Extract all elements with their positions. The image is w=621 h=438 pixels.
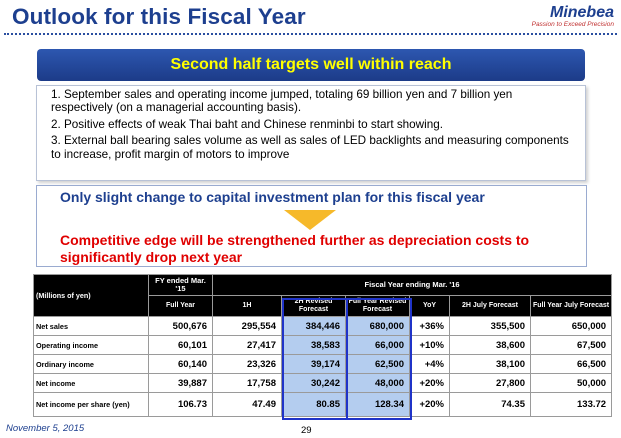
row-label: Ordinary income <box>33 354 149 374</box>
slide-title: Outlook for this Fiscal Year <box>12 4 306 29</box>
capex-statement: Only slight change to capital investment… <box>60 189 485 205</box>
table-cell: +10% <box>409 335 450 355</box>
logo-tagline: Passion to Exceed Precision <box>531 21 614 28</box>
table-cell: 500,676 <box>148 316 213 336</box>
table-cell: +36% <box>409 316 450 336</box>
row-label: Net income <box>33 373 149 393</box>
table-cell: +20% <box>409 392 450 417</box>
title-divider <box>4 33 617 35</box>
key-point-2: 2. Positive effects of weak Thai baht an… <box>51 117 443 131</box>
table-cell: 47.49 <box>212 392 282 417</box>
table-cell: 23,326 <box>212 354 282 374</box>
depreciation-statement: Competitive edge will be strengthened fu… <box>60 232 530 265</box>
table-cell: 66,500 <box>529 354 613 374</box>
column-header: Full Year <box>148 295 213 317</box>
column-header: Full Year July Forecast <box>529 295 613 317</box>
column-header: 1H <box>212 295 282 317</box>
column-header: 2H Revised Forecast <box>281 295 346 317</box>
unit-label: (Millions of yen) <box>33 274 149 317</box>
footer-date: November 5, 2015 <box>6 423 85 434</box>
column-header: Full Year Revised Forecast <box>345 295 410 317</box>
table-cell: 355,500 <box>449 316 531 336</box>
row-label: Net income per share (yen) <box>33 392 149 417</box>
table-row: Net income 39,887 17,758 30,242 48,000 +… <box>33 373 613 393</box>
table-cell: 128.34 <box>345 392 410 417</box>
table-cell: 650,000 <box>529 316 613 336</box>
table-cell: +4% <box>409 354 450 374</box>
financial-table: (Millions of yen) FY ended Mar. '15 Fisc… <box>33 274 613 417</box>
row-label: Operating income <box>33 335 149 355</box>
table-cell: 27,800 <box>449 373 531 393</box>
current-period-header: Fiscal Year ending Mar. '16 <box>211 274 613 296</box>
down-triangle-icon <box>284 210 336 230</box>
table-cell: 67,500 <box>529 335 613 355</box>
page-number: 29 <box>301 425 312 436</box>
prior-period-header: FY ended Mar. '15 <box>148 274 213 296</box>
capex-box: Only slight change to capital investment… <box>36 185 587 267</box>
table-cell: 62,500 <box>345 354 410 374</box>
table-cell: 38,583 <box>281 335 346 355</box>
table-row: Ordinary income 60,140 23,326 39,174 62,… <box>33 354 613 374</box>
table-cell: 50,000 <box>529 373 613 393</box>
table-cell: 39,887 <box>148 373 213 393</box>
table-cell: 133.72 <box>529 392 613 417</box>
table-cell: 384,446 <box>281 316 346 336</box>
table-cell: 60,140 <box>148 354 213 374</box>
table-cell: 39,174 <box>281 354 346 374</box>
table-cell: 17,758 <box>212 373 282 393</box>
table-cell: 680,000 <box>345 316 410 336</box>
table-row: Operating income 60,101 27,417 38,583 66… <box>33 335 613 355</box>
row-label: Net sales <box>33 316 149 336</box>
table-row: Net sales 500,676 295,554 384,446 680,00… <box>33 316 613 336</box>
table-cell: 60,101 <box>148 335 213 355</box>
table-cell: 38,100 <box>449 354 531 374</box>
key-points-box: 1. September sales and operating income … <box>36 85 586 181</box>
table-cell: 80.85 <box>281 392 346 417</box>
logo-name: Minebea <box>549 4 614 21</box>
company-logo: Minebea Passion to Exceed Precision <box>514 5 614 29</box>
table-cell: +20% <box>409 373 450 393</box>
table-cell: 27,417 <box>212 335 282 355</box>
key-point-3: 3. External ball bearing sales volume as… <box>51 134 569 161</box>
table-cell: 106.73 <box>148 392 213 417</box>
table-cell: 38,600 <box>449 335 531 355</box>
table-cell: 30,242 <box>281 373 346 393</box>
column-header: 2H July Forecast <box>449 295 531 317</box>
table-cell: 74.35 <box>449 392 531 417</box>
table-cell: 48,000 <box>345 373 410 393</box>
headline-banner: Second half targets well within reach <box>37 49 585 81</box>
table-cell: 295,554 <box>212 316 282 336</box>
table-row: Net income per share (yen) 106.73 47.49 … <box>33 392 613 417</box>
key-point-1: 1. September sales and operating income … <box>51 88 513 115</box>
column-header: YoY <box>409 295 450 317</box>
table-cell: 66,000 <box>345 335 410 355</box>
